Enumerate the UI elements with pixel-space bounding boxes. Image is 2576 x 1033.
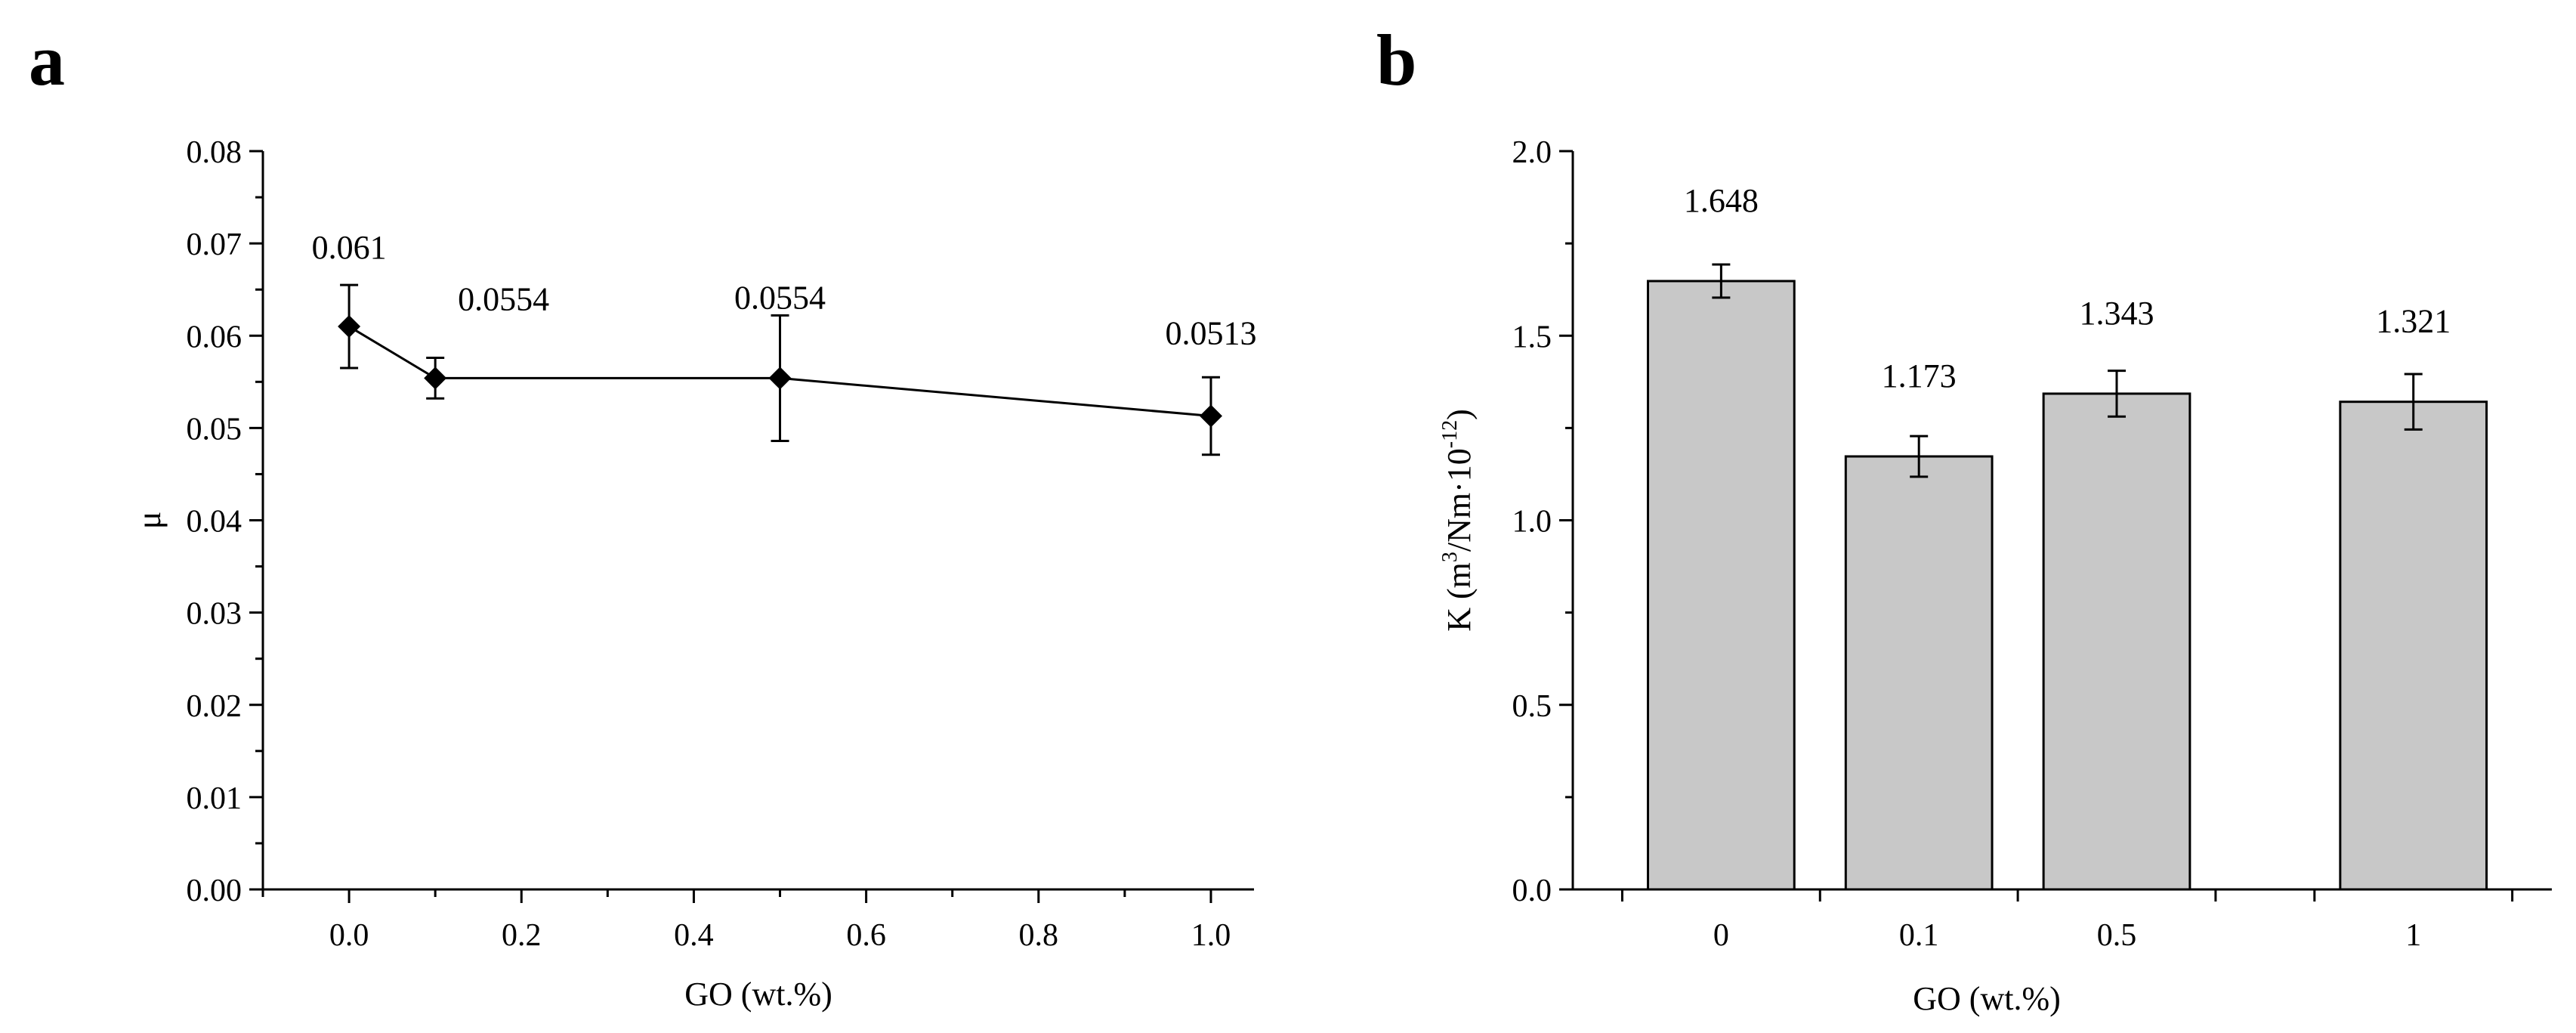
chart-b-data-label: 1.343 — [2080, 295, 2154, 332]
chart-a-x-tick-label: 1.0 — [1191, 918, 1231, 953]
chart-b-x-axis-label: GO (wt.%) — [1913, 980, 2061, 1017]
chart-a-y-tick-label: 0.08 — [187, 135, 242, 170]
chart-b-bar — [2042, 392, 2191, 891]
chart-a-x-tick-label: 0.8 — [1019, 918, 1059, 953]
chart-b-y-tick-label: 0.5 — [1512, 689, 1552, 724]
chart-a-series-line — [348, 325, 1212, 417]
chart-a-x-axis-label: GO (wt.%) — [684, 976, 832, 1013]
chart-a-data-point — [424, 366, 447, 390]
chart-b-y-label-end: ) — [1441, 409, 1478, 420]
chart-b-y-label-sup2: -12 — [1438, 420, 1462, 448]
chart-b-data-label: 1.321 — [2376, 303, 2451, 340]
chart-b-y-axis-label: K (m3/Nm·10-12) — [1438, 409, 1478, 632]
chart-a-data-label: 0.061 — [312, 229, 387, 266]
chart-b-y-tick-label: 0.0 — [1512, 874, 1552, 908]
chart-b-x-tick-label: 0.1 — [1899, 918, 1939, 953]
chart-a-x-tick-label: 0.6 — [846, 918, 886, 953]
chart-a-data-label: 0.0513 — [1165, 314, 1256, 351]
chart-b-y-label-mid: /Nm·10 — [1441, 448, 1478, 552]
chart-b-bar — [1844, 455, 1994, 891]
chart-a-data-point — [338, 315, 361, 339]
chart-a-y-tick-label: 0.06 — [187, 320, 242, 354]
chart-a-y-tick-label: 0.05 — [187, 412, 242, 447]
chart-b-data-label: 1.648 — [1684, 182, 1759, 219]
panel-label-b: b — [1376, 20, 1416, 101]
chart-a: 0.00 0.01 0.02 0.03 0.04 0.05 0.06 0.07 0.08 0.0 0… — [131, 135, 1256, 1013]
chart-a-x-tick-label: 0.4 — [674, 918, 714, 953]
chart-b-y-label-sup1: 3 — [1438, 552, 1462, 562]
chart-b-x-tick-label: 0 — [1713, 918, 1729, 953]
chart-a-y-axis-label: μ — [131, 512, 168, 530]
chart-b-data-label: 1.173 — [1882, 357, 1957, 394]
chart-b-x-tick-label: 0.5 — [2097, 918, 2137, 953]
chart-a-x-tick-label: 0.2 — [502, 918, 542, 953]
chart-b-y-tick-label: 1.5 — [1512, 320, 1552, 354]
chart-b-y-tick-label: 2.0 — [1512, 135, 1552, 170]
panel-label-a: a — [29, 20, 65, 101]
chart-b-x-tick-label: 1 — [2405, 918, 2421, 953]
chart-a-x-tick-label: 0.0 — [329, 918, 369, 953]
chart-a-data-label: 0.0554 — [734, 279, 826, 316]
chart-b-bar — [2339, 401, 2488, 891]
chart-a-y-tick-label: 0.04 — [187, 505, 242, 540]
chart-a-data-point — [1199, 404, 1222, 428]
chart-a-y-tick-label: 0.03 — [187, 597, 242, 632]
chart-a-y-tick-label: 0.01 — [187, 781, 242, 816]
chart-b-y-tick-label: 1.0 — [1512, 505, 1552, 540]
chart-a-y-tick-label: 0.02 — [187, 689, 242, 724]
chart-b-bar — [1646, 280, 1796, 891]
chart-a-data-label: 0.0554 — [458, 280, 549, 317]
chart-a-y-tick-label: 0.07 — [187, 227, 242, 262]
chart-a-y-tick-label: 0.00 — [187, 874, 242, 908]
chart-b: 0.0 0.5 1.0 1.5 2.0 0 0.1 0.5 1 1.648 1.173 1.343 1… — [1438, 135, 2552, 1017]
chart-b-y-label-main: K (m — [1441, 562, 1478, 632]
chart-a-data-point — [768, 366, 792, 390]
